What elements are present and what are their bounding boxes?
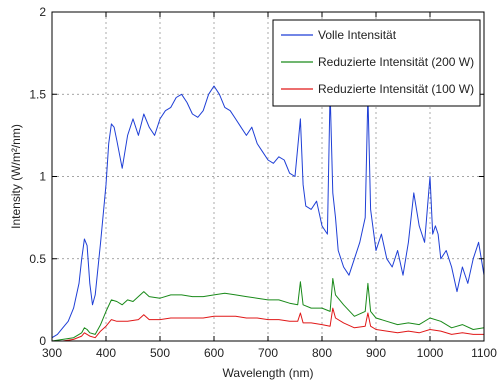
y-axis-label: Intensity (W/m²/nm) — [9, 124, 23, 229]
series-line-1 — [51, 278, 485, 342]
y-tick-label: 0.5 — [29, 252, 46, 266]
series-line-2 — [52, 307, 484, 342]
x-tick-label: 400 — [96, 346, 116, 360]
y-tick-label: 1 — [39, 170, 46, 184]
x-tick-label: 500 — [150, 346, 170, 360]
y-tick-label: 0 — [39, 334, 46, 348]
x-tick-label: 1000 — [417, 346, 444, 360]
x-tick-label: 1100 — [471, 346, 497, 360]
x-tick-label: 600 — [204, 346, 224, 360]
x-tick-label: 900 — [366, 346, 386, 360]
y-axis: 0 0.5 1 1.5 2 — [29, 5, 484, 348]
series-line-0 — [51, 85, 485, 339]
legend-entry: Reduzierte Intensität (200 W) — [318, 55, 474, 69]
x-tick-label: 300 — [42, 346, 62, 360]
x-tick-label: 800 — [312, 346, 332, 360]
x-axis: 300 400 500 600 700 800 900 1000 1100 — [42, 12, 497, 360]
legend: Volle Intensität Reduzierte Intensität (2… — [272, 19, 481, 107]
legend-entry: Volle Intensität — [318, 28, 397, 42]
legend-entry: Reduzierte Intensität (100 W) — [318, 82, 474, 96]
x-tick-label: 700 — [258, 346, 278, 360]
legend-box — [272, 19, 481, 107]
x-axis-label: Wavelength (nm) — [223, 366, 314, 380]
series-lines — [51, 85, 485, 342]
y-tick-label: 1.5 — [29, 87, 46, 101]
y-tick-label: 2 — [39, 5, 46, 19]
